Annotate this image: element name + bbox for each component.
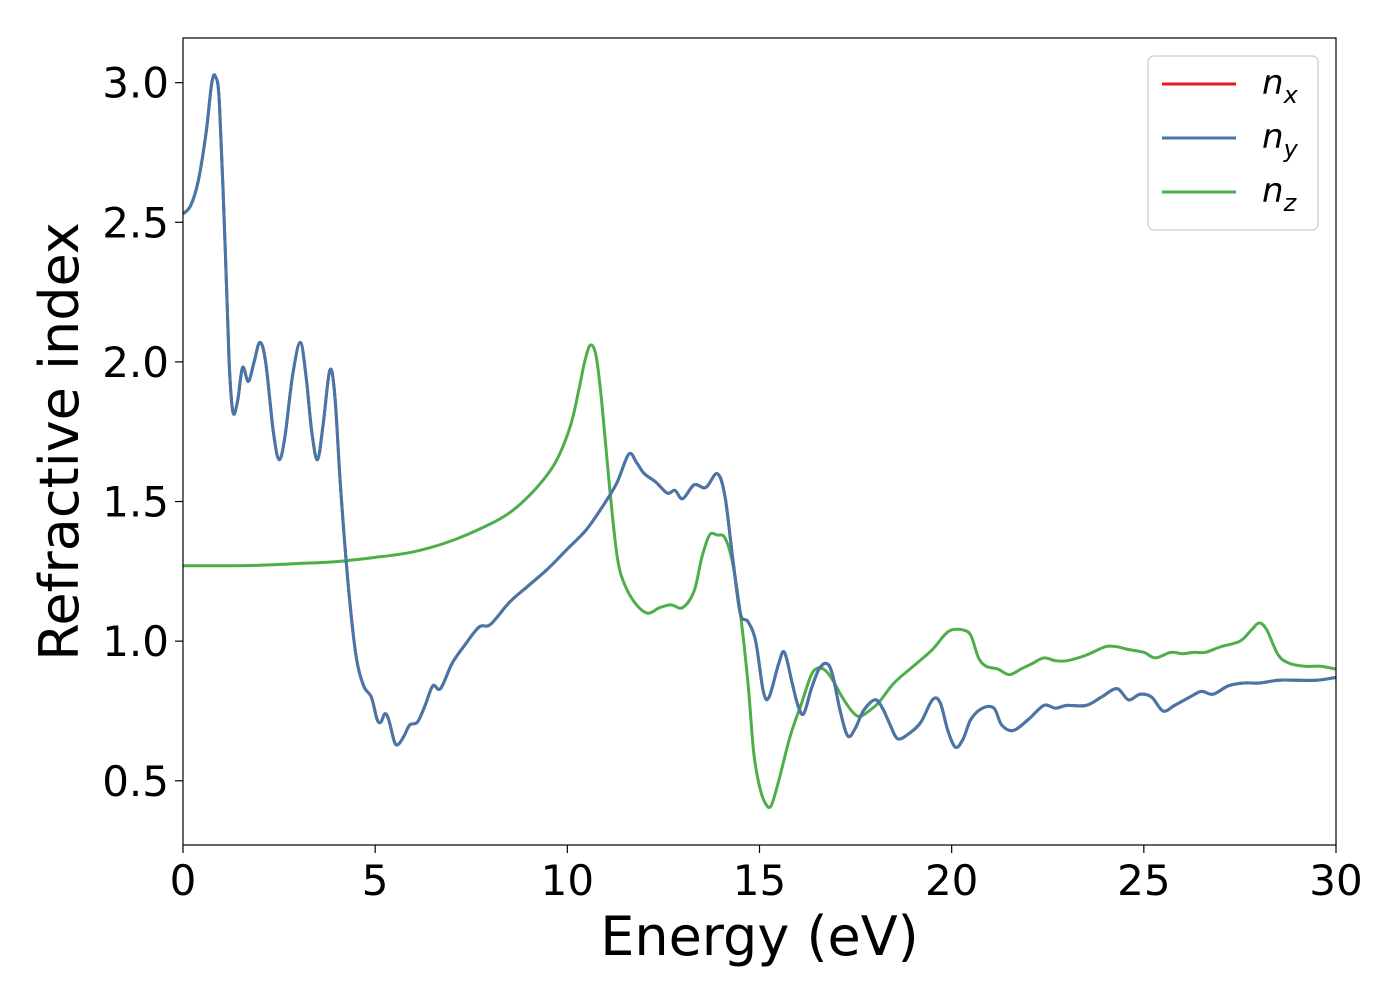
x-tick-label: 10 [541,856,594,905]
y-tick-label: 0.5 [102,757,169,806]
legend-box [1147,55,1319,231]
x-axis-ticks: 0 5 10 15 20 25 30 [170,845,1363,905]
legend-label-ny: ny [1262,117,1299,163]
x-tick-label: 25 [1117,856,1170,905]
x-axis-label: Energy (eV) [600,905,919,968]
x-tick-label: 20 [925,856,978,905]
y-axis-label: Refractive index [28,222,91,661]
legend: nx ny nz [1147,55,1319,231]
y-tick-label: 1.5 [102,478,169,527]
y-tick-label: 2.0 [102,338,169,387]
y-tick-label: 2.5 [102,198,169,247]
y-tick-label: 1.0 [102,617,169,666]
legend-label-nx: nx [1262,63,1299,109]
y-tick-label: 3.0 [102,59,169,108]
x-tick-label: 5 [362,856,389,905]
x-tick-label: 30 [1309,856,1362,905]
x-tick-label: 15 [733,856,786,905]
x-tick-label: 0 [170,856,197,905]
y-axis-ticks: 0.5 1.0 1.5 2.0 2.5 3.0 [102,59,183,806]
series-line-nz [183,343,1336,810]
legend-label-nz: nz [1262,171,1298,217]
series-layer [183,73,1336,810]
series-line-ny [183,73,1336,749]
